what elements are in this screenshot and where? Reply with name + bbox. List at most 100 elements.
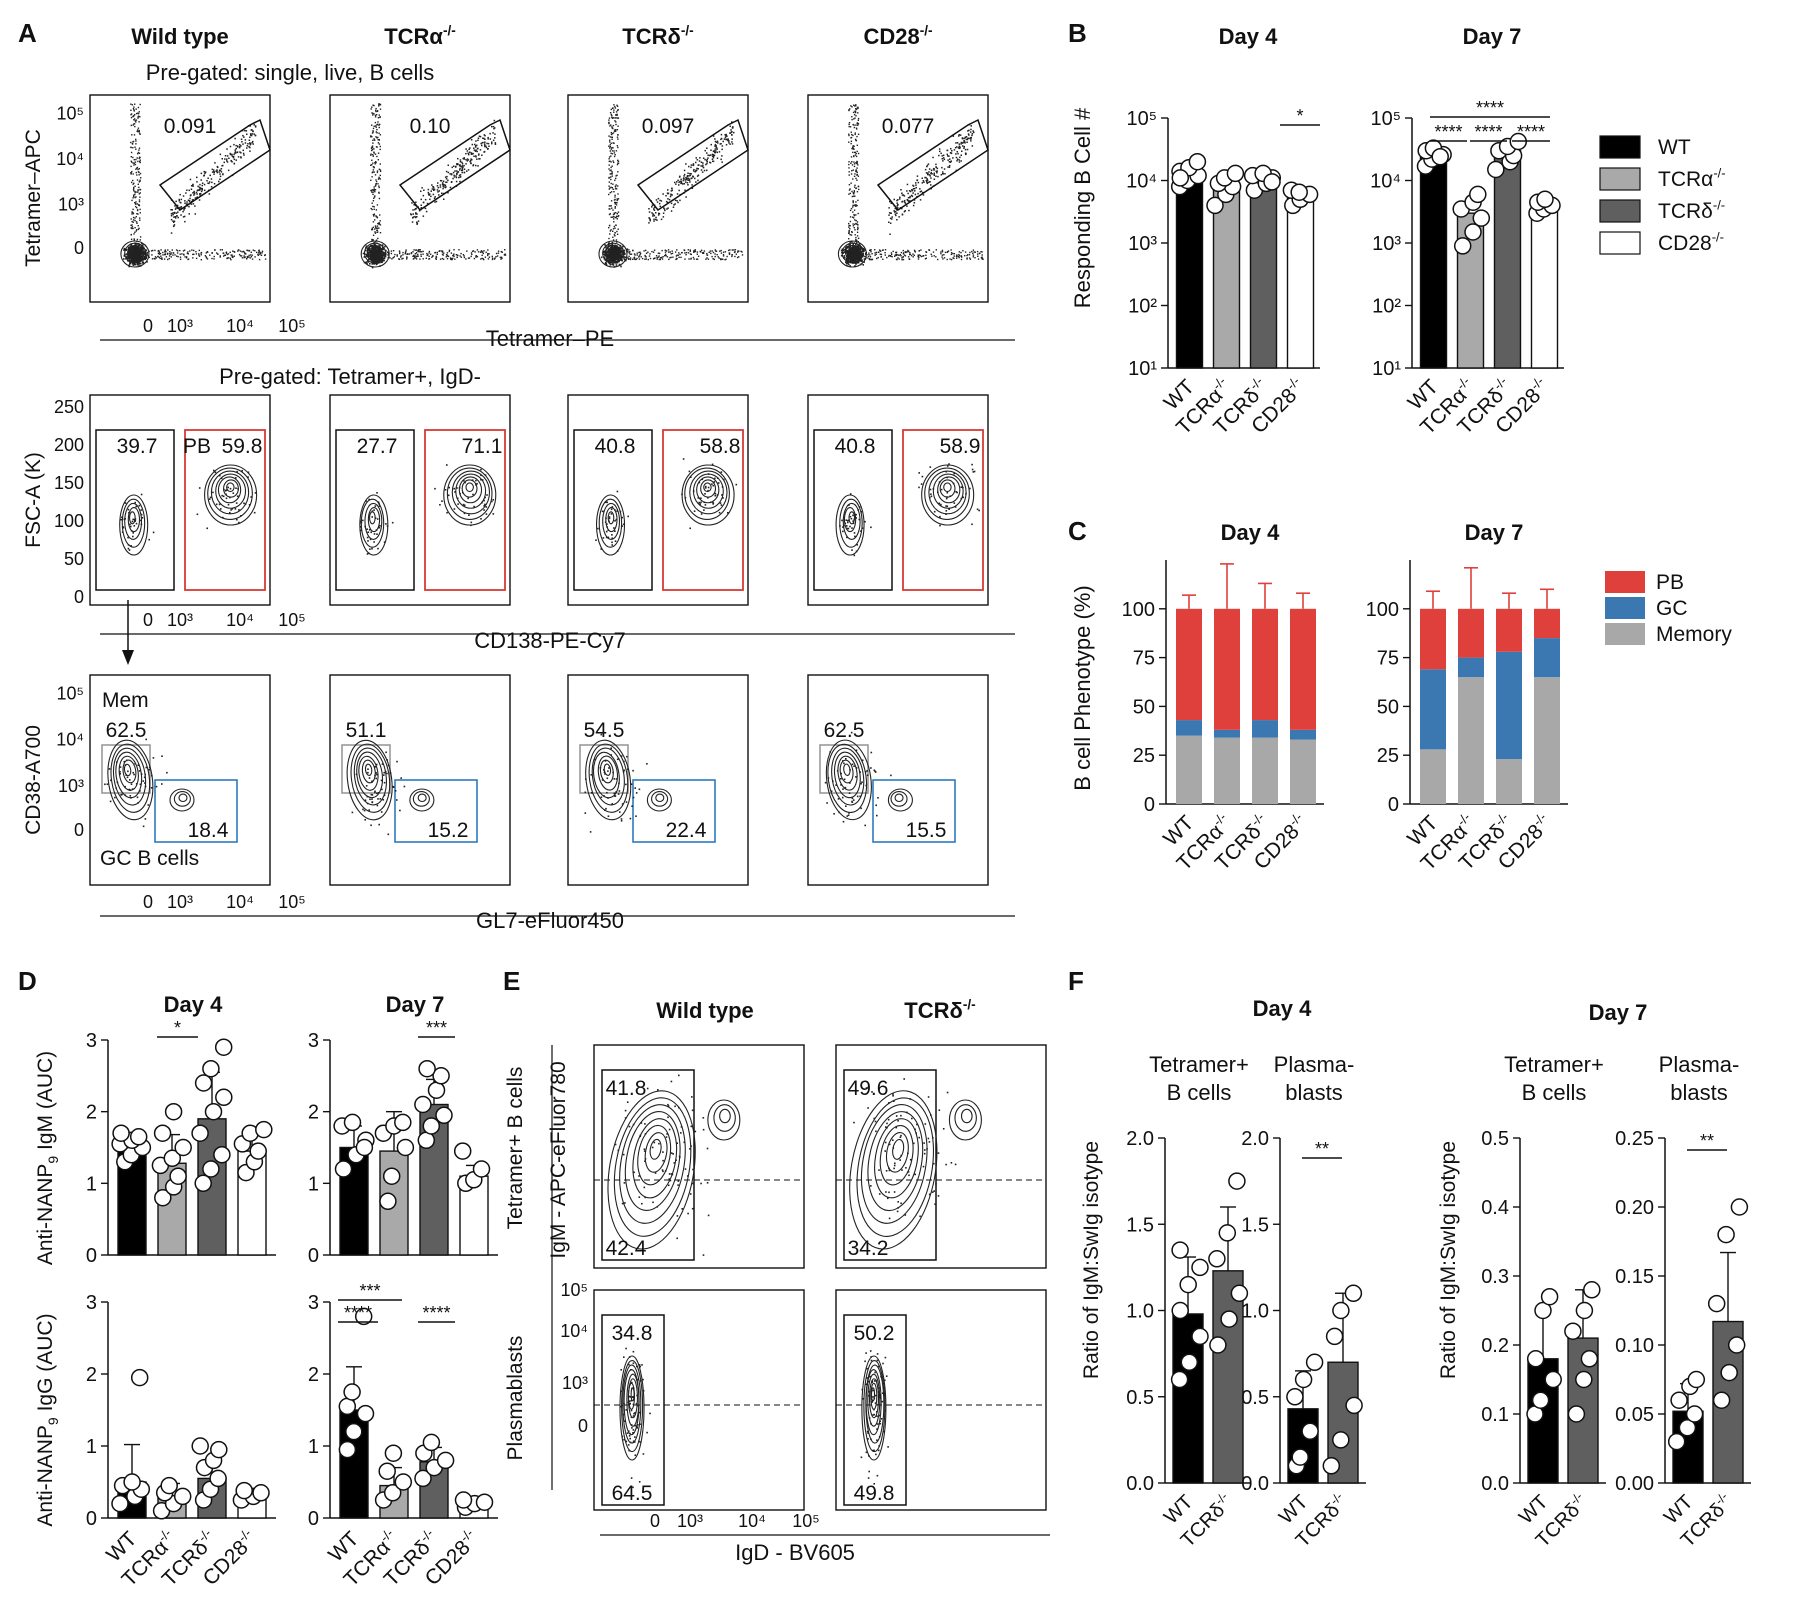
event-dot bbox=[139, 258, 141, 260]
event-dot bbox=[372, 262, 374, 265]
event-dot bbox=[859, 253, 862, 256]
event-dot bbox=[420, 207, 423, 209]
event-dot bbox=[372, 162, 374, 164]
event-dot bbox=[150, 250, 153, 252]
event-dot bbox=[226, 253, 228, 256]
event-dot bbox=[677, 179, 679, 182]
event-dot bbox=[851, 164, 854, 166]
event-dot bbox=[374, 245, 376, 248]
event-dot bbox=[919, 254, 921, 257]
event-dot bbox=[133, 194, 135, 196]
event-dot bbox=[211, 168, 214, 171]
event-dot bbox=[614, 120, 616, 122]
event-dot bbox=[484, 145, 486, 148]
event-dot bbox=[615, 111, 618, 113]
event-dot bbox=[852, 252, 854, 254]
event-dot bbox=[380, 256, 383, 259]
event-dot bbox=[137, 116, 139, 118]
event-dot bbox=[131, 260, 133, 262]
event-dot bbox=[175, 212, 178, 214]
event-dot bbox=[907, 250, 909, 253]
event-dot bbox=[175, 217, 177, 219]
event-dot bbox=[412, 251, 414, 253]
event-dot bbox=[963, 147, 965, 149]
event-dot bbox=[246, 145, 249, 147]
event-dot bbox=[176, 215, 178, 217]
event-dot bbox=[432, 254, 434, 257]
event-dot bbox=[247, 249, 249, 252]
event-dot bbox=[219, 153, 222, 156]
event-dot bbox=[239, 250, 242, 252]
event-dot bbox=[375, 250, 377, 253]
event-dot bbox=[425, 257, 427, 259]
event-dot bbox=[139, 133, 141, 135]
event-dot bbox=[213, 255, 215, 258]
event-dot bbox=[222, 164, 224, 167]
event-dot bbox=[653, 257, 655, 260]
event-dot bbox=[852, 225, 855, 227]
event-dot bbox=[615, 114, 617, 116]
event-dot bbox=[375, 109, 377, 112]
event-dot bbox=[390, 252, 393, 255]
event-dot bbox=[130, 156, 132, 158]
event-dot bbox=[375, 216, 378, 218]
event-dot bbox=[937, 175, 939, 178]
event-dot bbox=[130, 530, 133, 532]
event-dot bbox=[935, 249, 937, 251]
event-dot bbox=[653, 249, 656, 251]
event-dot bbox=[853, 214, 856, 217]
event-dot bbox=[902, 256, 904, 258]
event-dot bbox=[133, 260, 136, 263]
event-dot bbox=[725, 138, 727, 141]
event-dot bbox=[864, 255, 866, 258]
event-dot bbox=[139, 236, 142, 238]
event-dot bbox=[487, 258, 490, 260]
event-dot bbox=[609, 230, 612, 232]
event-dot bbox=[211, 181, 213, 184]
event-dot bbox=[377, 251, 379, 254]
event-dot bbox=[138, 181, 140, 183]
event-dot bbox=[136, 246, 138, 249]
plot-frame bbox=[89, 94, 271, 303]
event-dot bbox=[415, 207, 417, 210]
event-dot bbox=[930, 177, 932, 179]
event-dot bbox=[924, 258, 927, 260]
event-dot bbox=[214, 249, 216, 251]
event-dot bbox=[861, 250, 863, 253]
event-dot bbox=[853, 118, 855, 120]
event-dot bbox=[145, 256, 148, 258]
event-dot bbox=[915, 184, 917, 186]
event-dot bbox=[906, 183, 909, 186]
event-dot bbox=[236, 151, 239, 154]
event-dot bbox=[372, 104, 374, 106]
event-dot bbox=[492, 125, 495, 128]
event-dot bbox=[129, 245, 132, 247]
event-dot bbox=[407, 253, 409, 255]
event-dot bbox=[196, 513, 199, 516]
event-dot bbox=[127, 536, 129, 539]
event-dot bbox=[140, 513, 143, 516]
event-dot bbox=[222, 516, 224, 519]
event-dot bbox=[367, 531, 370, 533]
event-dot bbox=[491, 257, 494, 259]
event-dot bbox=[379, 170, 382, 172]
tetramer-gate bbox=[876, 118, 989, 212]
event-dot bbox=[494, 127, 496, 129]
event-dot bbox=[492, 132, 494, 134]
event-dot bbox=[849, 256, 851, 258]
event-dot bbox=[130, 172, 132, 174]
event-dot bbox=[897, 207, 899, 209]
event-dot bbox=[617, 254, 619, 257]
event-dot bbox=[250, 134, 252, 136]
event-dot bbox=[475, 156, 477, 158]
event-dot bbox=[420, 255, 422, 257]
event-dot bbox=[448, 249, 451, 251]
event-dot bbox=[850, 173, 853, 175]
event-dot bbox=[375, 255, 377, 257]
event-dot bbox=[905, 251, 907, 254]
event-dot bbox=[491, 141, 493, 143]
event-dot bbox=[676, 193, 679, 195]
event-dot bbox=[246, 255, 249, 258]
event-dot bbox=[686, 177, 688, 180]
event-dot bbox=[455, 176, 458, 179]
